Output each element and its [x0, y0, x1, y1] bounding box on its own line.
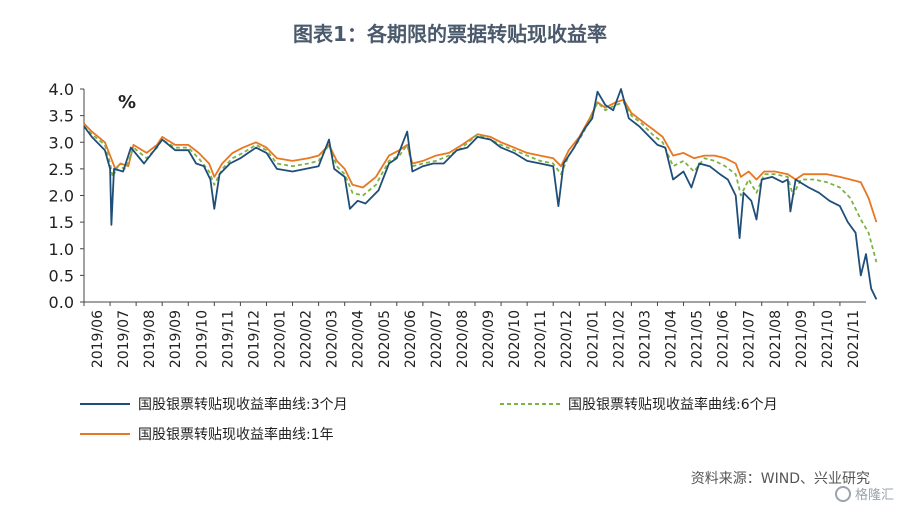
- x-tick-label: 2021/10: [820, 310, 836, 368]
- series-lines: [83, 88, 878, 300]
- y-tick-label: 3.0: [49, 133, 74, 152]
- y-tick-label: 3.5: [49, 107, 74, 126]
- x-tick-label: 2020/12: [559, 310, 575, 368]
- y-tick-label: 2.0: [49, 187, 74, 206]
- x-tick-label: 2021/05: [690, 310, 706, 368]
- x-tick-label: 2021/07: [742, 310, 758, 368]
- chart-title: 图表1：各期限的票据转贴现收益率: [293, 22, 607, 46]
- watermark-logo-icon: [834, 485, 851, 502]
- x-tick-label: 2019/06: [90, 310, 106, 368]
- source-note: 资料来源：WIND、兴业研究: [690, 471, 870, 487]
- x-tick-label: 2020/05: [377, 310, 393, 368]
- x-tick-label: 2021/11: [846, 310, 862, 368]
- x-tick-label: 2021/08: [768, 310, 784, 368]
- x-tick-label: 2019/11: [220, 310, 236, 368]
- watermark: 格隆汇: [834, 484, 894, 503]
- y-tick-label: 1.0: [49, 240, 74, 259]
- x-tick-label: 2020/11: [533, 310, 549, 368]
- series-line-1y: [83, 98, 878, 223]
- x-tick-label: 2019/12: [246, 310, 262, 368]
- y-tick-label: 2.5: [49, 160, 74, 179]
- x-tick-label: 2019/07: [116, 310, 132, 368]
- series-line-3m: [83, 88, 878, 300]
- x-tick-label: 2021/04: [664, 310, 680, 368]
- x-tick-label: 2020/08: [455, 310, 471, 368]
- x-tick-label: 2021/01: [585, 310, 601, 368]
- legend-label-6m: 国股银票转贴现收益率曲线:6个月: [568, 397, 778, 413]
- x-tick-label: 2019/10: [194, 310, 210, 368]
- x-tick-label: 2020/04: [351, 310, 367, 368]
- legend-item-1y: 国股银票转贴现收益率曲线:1年: [80, 424, 334, 444]
- legend-label-1y: 国股银票转贴现收益率曲线:1年: [138, 427, 334, 443]
- x-tick-label: 2020/09: [481, 310, 497, 368]
- legend-swatch-1y: [80, 433, 130, 435]
- y-tick-label: 0.0: [49, 293, 74, 312]
- watermark-text: 格隆汇: [854, 488, 894, 503]
- x-tick-label: 2021/02: [611, 310, 627, 368]
- x-tick-label: 2021/09: [794, 310, 810, 368]
- legend-item-3m: 国股银票转贴现收益率曲线:3个月: [80, 394, 348, 414]
- x-tick-label: 2020/01: [273, 310, 289, 368]
- x-tick-label: 2020/07: [429, 310, 445, 368]
- series-line-6m: [83, 101, 878, 263]
- y-tick-label: 0.5: [49, 266, 74, 285]
- x-tick-label: 2021/06: [716, 310, 732, 368]
- legend-item-6m: 国股银票转贴现收益率曲线:6个月: [500, 394, 778, 414]
- x-tick-label: 2020/06: [403, 310, 419, 368]
- x-tick-label: 2020/02: [299, 310, 315, 368]
- y-axis-unit-label: %: [118, 92, 136, 113]
- x-tick-label: 2020/10: [507, 310, 523, 368]
- legend-swatch-3m: [80, 403, 130, 405]
- y-tick-label: 4.0: [49, 80, 74, 99]
- legend-label-3m: 国股银票转贴现收益率曲线:3个月: [138, 397, 348, 413]
- y-tick-label: 1.5: [49, 213, 74, 232]
- x-tick-label: 2019/08: [142, 310, 158, 368]
- legend-swatch-6m: [500, 403, 560, 405]
- x-tick-label: 2021/03: [637, 310, 653, 368]
- axes: 4.0 3.5 3.0 2.5 2.0 1.5 1.0 0.5 0.0 2019/06 2019/0…: [49, 80, 866, 368]
- x-tick-label: 2020/03: [325, 310, 341, 368]
- x-tick-label: 2019/09: [168, 310, 184, 368]
